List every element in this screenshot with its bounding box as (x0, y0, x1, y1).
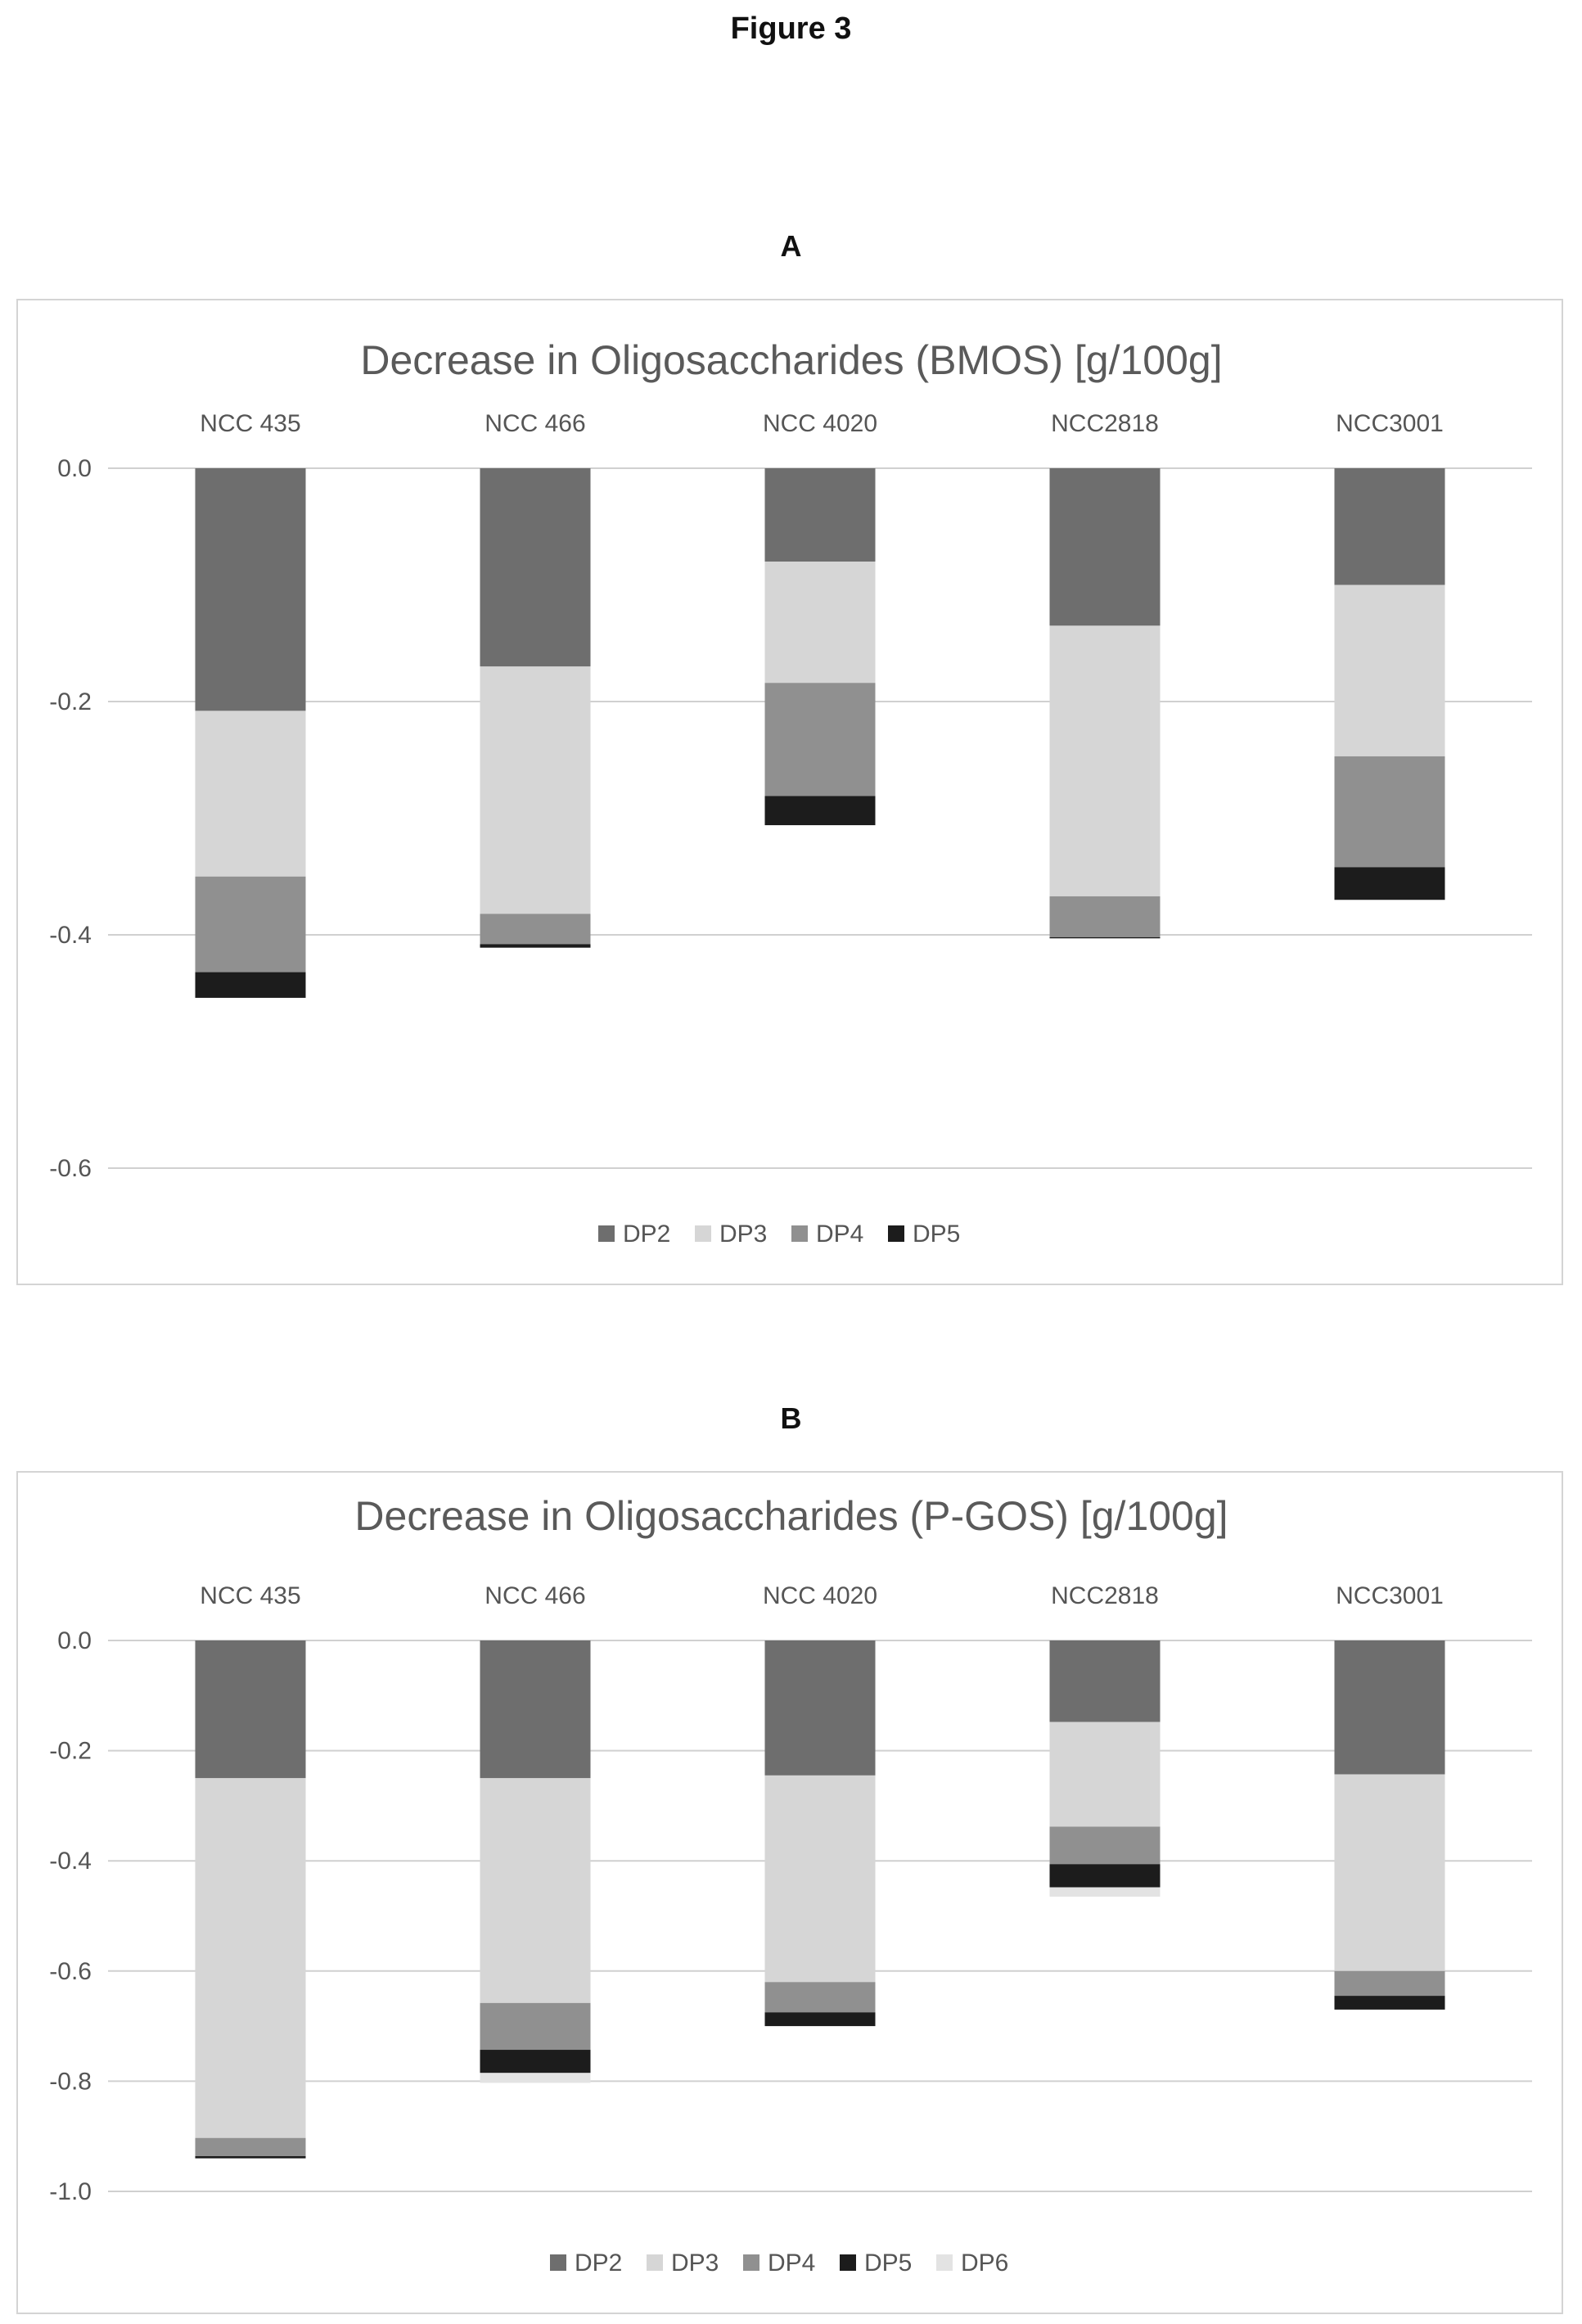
bar-segment-dp5 (764, 796, 876, 826)
bar-segment-dp2 (764, 1640, 876, 1776)
bar-segment-dp4 (1334, 1970, 1445, 1997)
bar-segment-dp2 (1334, 468, 1445, 585)
panel-letter-a: A (780, 229, 802, 263)
chart-b-title: Decrease in Oligosaccharides (P-GOS) [g/… (354, 1493, 1228, 1539)
category-label: NCC 466 (485, 410, 585, 437)
legend-label-dp4: DP4 (768, 2250, 815, 2277)
bar-segment-dp5 (1049, 936, 1161, 939)
legend-swatch-dp4 (791, 1225, 808, 1242)
bar-segment-dp5 (480, 944, 591, 948)
bar-segment-dp5 (195, 972, 306, 998)
legend-label-dp3: DP3 (671, 2250, 719, 2277)
legend-label-dp5: DP5 (864, 2250, 912, 2277)
legend-label-dp3: DP3 (719, 1221, 767, 1248)
bar-segment-dp3 (1049, 1722, 1161, 1827)
legend-swatch-dp2 (598, 1225, 615, 1242)
y-tick-label: -0.6 (49, 1958, 92, 1985)
category-label: NCC 435 (200, 1582, 300, 1609)
bar-segment-dp2 (195, 468, 306, 711)
y-tick-label: -0.4 (49, 922, 92, 949)
y-tick-label: -0.2 (49, 688, 92, 715)
bar-segment-dp3 (480, 1778, 591, 2003)
chart-b-svg: Decrease in Oligosaccharides (P-GOS) [g/… (49, 1493, 1532, 2277)
bar-segment-dp3 (1334, 584, 1445, 756)
chart-a-svg: Decrease in Oligosaccharides (BMOS) [g/1… (49, 337, 1532, 1248)
bar-segment-dp5 (764, 2012, 876, 2027)
bar-segment-dp5 (195, 2155, 306, 2159)
legend-swatch-dp5 (840, 2254, 856, 2271)
y-tick-label: -0.4 (49, 1848, 92, 1875)
category-label: NCC 4020 (763, 1582, 877, 1609)
bar-segment-dp3 (1334, 1774, 1445, 1971)
bar-segment-dp3 (764, 562, 876, 684)
legend-label-dp4: DP4 (816, 1221, 863, 1248)
bar-segment-dp3 (764, 1775, 876, 1983)
category-label: NCC3001 (1336, 1582, 1444, 1609)
bar-segment-dp2 (764, 468, 876, 562)
chart-b-container: Decrease in Oligosaccharides (P-GOS) [g/… (16, 1471, 1563, 2314)
bar-segment-dp4 (764, 1982, 876, 2013)
bar-segment-dp3 (195, 711, 306, 877)
bar-segment-dp4 (195, 876, 306, 972)
legend-label-dp5: DP5 (913, 1221, 960, 1248)
category-label: NCC2818 (1051, 410, 1159, 437)
bar-segment-dp5 (1334, 1996, 1445, 2010)
y-tick-label: -1.0 (49, 2178, 92, 2205)
y-tick-label: 0.0 (57, 1627, 92, 1654)
legend-swatch-dp4 (743, 2254, 759, 2271)
legend-label-dp6: DP6 (961, 2250, 1008, 2277)
bar-segment-dp3 (1049, 625, 1161, 896)
bar-segment-dp5 (480, 2050, 591, 2074)
bar-segment-dp3 (195, 1778, 306, 2138)
chart-a-title: Decrease in Oligosaccharides (BMOS) [g/1… (360, 337, 1222, 383)
bar-segment-dp5 (1049, 1864, 1161, 1888)
bar-segment-dp4 (195, 2137, 306, 2156)
bar-segment-dp2 (1049, 1640, 1161, 1722)
legend-label-dp2: DP2 (623, 1221, 670, 1248)
bar-segment-dp5 (1334, 867, 1445, 900)
bar-segment-dp2 (480, 468, 591, 667)
figure-title: Figure 3 (730, 11, 852, 46)
y-tick-label: 0.0 (57, 455, 92, 482)
bar-segment-dp2 (195, 1640, 306, 1779)
bar-segment-dp6 (480, 2073, 591, 2083)
category-label: NCC 4020 (763, 410, 877, 437)
bar-segment-dp4 (764, 683, 876, 796)
bar-segment-dp2 (1049, 468, 1161, 626)
category-label: NCC 435 (200, 410, 300, 437)
y-tick-label: -0.2 (49, 1738, 92, 1765)
category-label: NCC3001 (1336, 410, 1444, 437)
panel-letter-b: B (780, 1401, 802, 1435)
bar-segment-dp4 (1049, 1826, 1161, 1865)
bar-segment-dp6 (1049, 1887, 1161, 1897)
bar-segment-dp2 (480, 1640, 591, 1779)
y-tick-label: -0.8 (49, 2068, 92, 2095)
bar-segment-dp4 (480, 2002, 591, 2051)
bar-segment-dp4 (1049, 896, 1161, 937)
legend-swatch-dp6 (936, 2254, 953, 2271)
legend-label-dp2: DP2 (575, 2250, 622, 2277)
bar-segment-dp4 (480, 914, 591, 945)
legend-swatch-dp2 (550, 2254, 566, 2271)
category-label: NCC 466 (485, 1582, 585, 1609)
legend-swatch-dp5 (888, 1225, 904, 1242)
y-tick-label: -0.6 (49, 1155, 92, 1182)
bar-segment-dp3 (480, 666, 591, 914)
bar-segment-dp4 (1334, 756, 1445, 868)
category-label: NCC2818 (1051, 1582, 1159, 1609)
legend-swatch-dp3 (695, 1225, 711, 1242)
bar-segment-dp2 (1334, 1640, 1445, 1775)
chart-a-container: Decrease in Oligosaccharides (BMOS) [g/1… (16, 299, 1563, 1285)
legend-swatch-dp3 (647, 2254, 663, 2271)
